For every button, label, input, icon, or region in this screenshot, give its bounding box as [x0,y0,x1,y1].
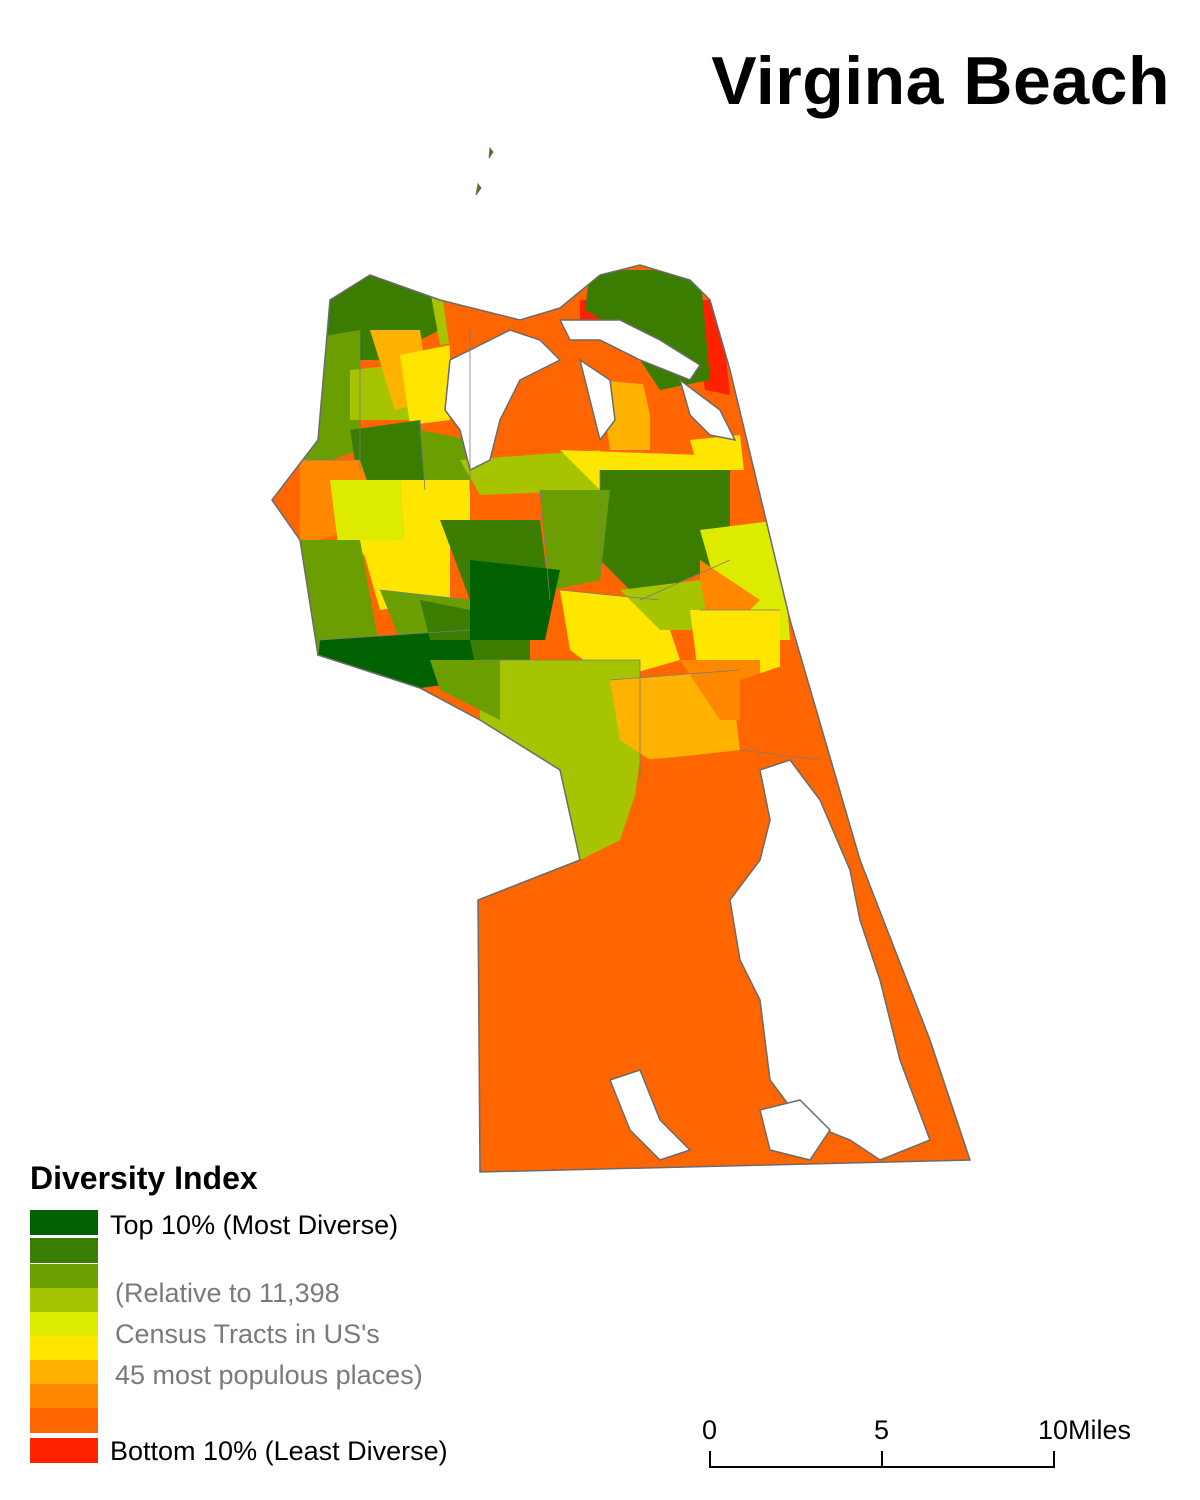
water-bodies [444,319,931,1161]
legend-title: Diversity Index [30,1160,258,1196]
northern-islets [475,146,494,196]
legend-swatch-2 [30,1238,98,1263]
legend-swatch-4 [30,1288,98,1313]
legend-note-line-2: Census Tracts in US's [115,1319,380,1349]
city-boundary [271,264,972,1173]
legend: Diversity Index Top 10% (Most Diverse) (… [30,1160,550,1480]
legend-note-line-1: (Relative to 11,398 [115,1278,340,1308]
legend-swatch-1 [30,1210,98,1235]
tract-boundaries [300,330,821,780]
legend-label-top: Top 10% (Most Diverse) [110,1210,399,1240]
legend-note-line-3: 45 most populous places) [115,1360,423,1390]
legend-swatch-7 [30,1360,98,1385]
scale-bar: 0 5 10Miles [690,1415,1170,1475]
legend-swatch-9 [30,1408,98,1433]
scale-label-5: 5 [874,1415,890,1445]
scale-bar-line [709,1451,1055,1468]
legend-label-bottom: Bottom 10% (Least Diverse) [110,1436,448,1466]
legend-swatch-3 [30,1264,98,1289]
legend-swatch-10 [30,1438,98,1463]
map-title: Virgina Beach [711,43,1170,119]
legend-swatch-5 [30,1312,98,1337]
legend-swatch-8 [30,1384,98,1409]
scale-label-10-miles: 10Miles [1038,1415,1132,1445]
legend-swatch-6 [30,1336,98,1361]
scale-label-0: 0 [702,1415,718,1445]
